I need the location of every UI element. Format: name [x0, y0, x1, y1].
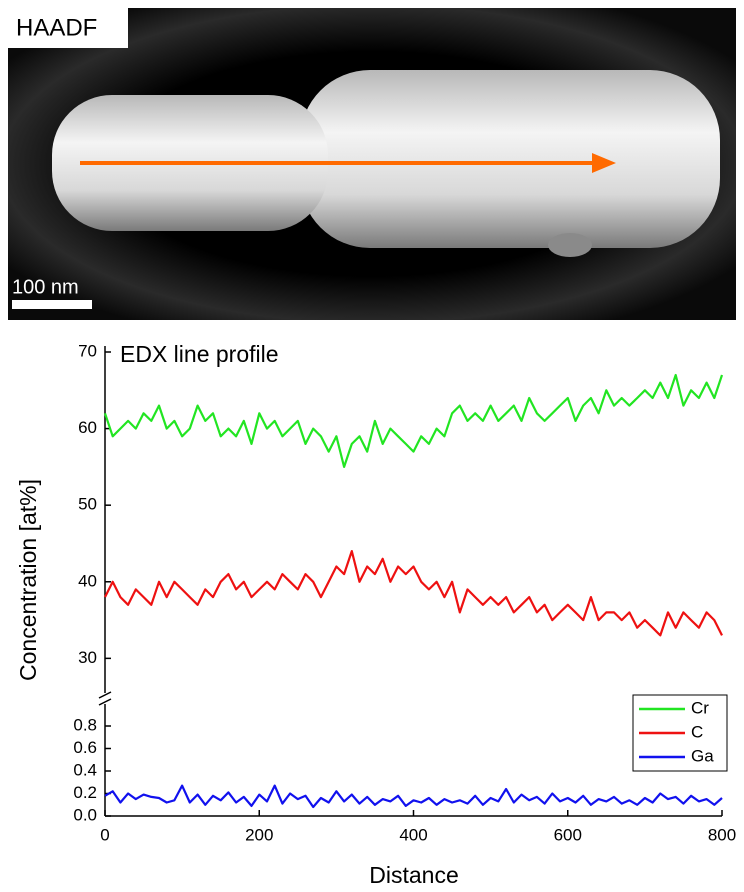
label-box [8, 8, 128, 48]
x-axis-label: Distance [369, 862, 458, 888]
x-tick-label: 800 [708, 825, 736, 844]
x-tick-label: 0 [100, 825, 109, 844]
y-tick-label: 30 [78, 648, 97, 667]
legend-label: Cr [691, 698, 709, 717]
legend-label: C [691, 722, 703, 741]
x-tick-label: 200 [245, 825, 273, 844]
scale-bar [12, 300, 92, 309]
y-axis-label: Concentration [at%] [15, 479, 41, 681]
rod-right [300, 70, 720, 248]
y2-tick-label: 0.2 [73, 783, 97, 802]
axis-break [98, 691, 112, 699]
series-line [104, 550, 723, 637]
series-line [104, 784, 723, 809]
y2-tick-label: 0.8 [73, 715, 97, 734]
y2-tick-label: 0.4 [73, 760, 97, 779]
series-line [103, 373, 724, 468]
chart-title: EDX line profile [120, 341, 279, 367]
y-tick-label: 70 [78, 341, 97, 360]
x-tick-label: 400 [399, 825, 427, 844]
legend-label: Ga [691, 746, 714, 765]
y2-tick-label: 0.6 [73, 738, 97, 757]
particle [548, 233, 592, 257]
y2-tick-label: 0.0 [73, 805, 97, 824]
y-tick-label: 60 [78, 418, 97, 437]
scale-bar-label: 100 nm [12, 276, 79, 298]
y-tick-label: 50 [78, 495, 97, 514]
image-label: HAADF [16, 14, 97, 41]
axis-break [98, 698, 112, 706]
micrograph: HAADF 100 nm [8, 8, 736, 320]
x-tick-label: 600 [554, 825, 582, 844]
y-tick-label: 40 [78, 571, 97, 590]
arrow-head [592, 153, 616, 173]
